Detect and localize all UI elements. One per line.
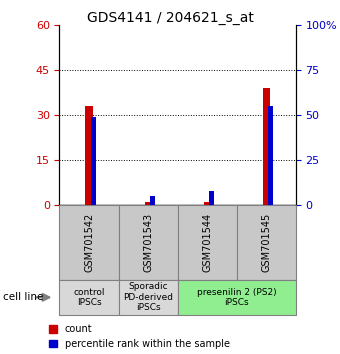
Bar [150,196,155,205]
Bar [119,280,177,315]
Text: GSM701544: GSM701544 [202,213,212,272]
Text: GSM701542: GSM701542 [84,213,94,272]
Text: GSM701543: GSM701543 [143,213,153,272]
Bar [204,202,211,205]
Text: GDS4141 / 204621_s_at: GDS4141 / 204621_s_at [87,11,253,25]
Text: GSM701545: GSM701545 [261,213,271,272]
Bar [177,280,296,315]
Bar [85,106,92,205]
Bar [209,191,214,205]
Bar [91,117,96,205]
Bar [237,205,296,280]
Bar [119,205,177,280]
Text: presenilin 2 (PS2)
iPSCs: presenilin 2 (PS2) iPSCs [197,288,276,307]
Bar [59,280,119,315]
Legend: count, percentile rank within the sample: count, percentile rank within the sample [49,324,230,349]
Text: cell line: cell line [3,292,44,302]
Text: Sporadic
PD-derived
iPSCs: Sporadic PD-derived iPSCs [123,282,173,312]
Text: control
IPSCs: control IPSCs [73,288,105,307]
Bar [268,106,273,205]
Bar [263,88,270,205]
Bar [59,205,119,280]
Bar [177,205,237,280]
Bar [144,202,152,205]
